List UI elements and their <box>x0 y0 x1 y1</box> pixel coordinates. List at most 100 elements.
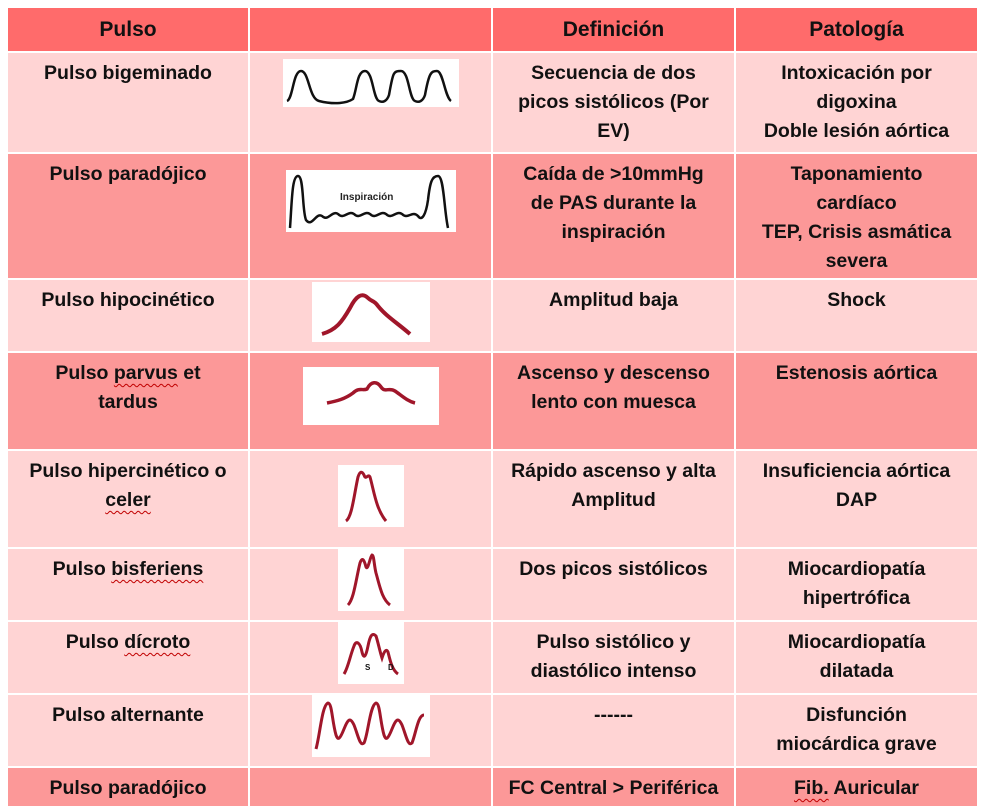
definition-cell: Ascenso y descenso lento con muesca <box>491 351 736 451</box>
pathology-cell: Disfunción miocárdica grave <box>734 693 979 768</box>
definition-text: Caída de >10mmHg de PAS durante la inspi… <box>523 163 704 243</box>
pathology-cell: Estenosis aórtica <box>734 351 979 451</box>
pathology-cell: Miocardiopatía hipertrófica <box>734 547 979 622</box>
header-waveform <box>248 6 493 53</box>
header-definicion: Definición <box>491 6 736 53</box>
definition-cell: ------ <box>491 693 736 768</box>
definition-text: Secuencia de dos picos sistólicos (Por E… <box>518 62 709 142</box>
pulse-table: Pulso Definición Patología Pulso bigemin… <box>6 6 979 808</box>
waveform-cell <box>248 51 493 154</box>
table-row: Pulso paradójico Inspiración Caída de >1… <box>6 152 979 280</box>
parvus-tardus-wave-image <box>302 367 439 425</box>
pathology-cell: Fib. Auricular <box>734 766 979 808</box>
definition-text: Amplitud baja <box>549 289 678 311</box>
pathology-text: Estenosis aórtica <box>775 362 938 384</box>
pathology-text: Fib. Auricular <box>794 777 919 799</box>
pathology-text: Taponamiento cardíaco TEP, Crisis asmáti… <box>761 163 952 272</box>
alternans-wave-icon <box>314 701 425 750</box>
bisferiens-wave-icon <box>346 553 391 607</box>
pulse-name-cell: Pulso paradójico <box>6 152 250 280</box>
misspelled-word: dícroto <box>124 631 191 653</box>
pulse-name-cell: Pulso bisferiens <box>6 547 250 622</box>
pathology-cell: Miocardiopatía dilatada <box>734 620 979 695</box>
pathology-cell: Insuficiencia aórtica DAP <box>734 449 979 549</box>
hypokinetic-wave-image <box>311 282 430 342</box>
table-row: Pulso parvus et tardus Ascenso y descens… <box>6 351 979 451</box>
pulse-name-cell: Pulso alternante <box>6 693 250 768</box>
pulse-name-cell: Pulso hipercinético o celer <box>6 449 250 549</box>
pulse-name: Pulso paradójico <box>49 163 207 185</box>
pulse-name: Pulso bisferiens <box>52 558 204 580</box>
table-row: Pulso alternante ------ Disfunción miocá… <box>6 693 979 768</box>
dicrotic-wave-image: S D <box>337 622 404 684</box>
pulse-name: Pulso hipercinético o celer <box>29 460 227 511</box>
systolic-label: S <box>365 663 371 672</box>
misspelled-word: Fib. <box>794 777 829 799</box>
definition-cell: Amplitud baja <box>491 278 736 353</box>
paradoxical-wave-icon: Inspiración <box>288 174 449 229</box>
definition-cell: Caída de >10mmHg de PAS durante la inspi… <box>491 152 736 280</box>
pulse-name: Pulso parvus et tardus <box>55 362 201 413</box>
misspelled-word: celer <box>105 489 151 511</box>
pathology-cell: Taponamiento cardíaco TEP, Crisis asmáti… <box>734 152 979 280</box>
inspiracion-label: Inspiración <box>340 192 393 203</box>
waveform-cell <box>248 547 493 622</box>
definition-cell: Dos picos sistólicos <box>491 547 736 622</box>
pathology-text: Shock <box>827 289 886 311</box>
diastolic-label: D <box>388 663 394 672</box>
waveform-cell <box>248 278 493 353</box>
definition-cell: FC Central > Periférica <box>491 766 736 808</box>
parvus-tardus-wave-icon <box>326 381 416 405</box>
table-row: Pulso bisferiens Dos picos sistólicos Mi… <box>6 547 979 622</box>
definition-text: ------ <box>594 704 633 726</box>
pulse-name-cell: Pulso bigeminado <box>6 51 250 154</box>
paradoxical-wave-image: Inspiración <box>285 170 456 232</box>
pathology-text: Intoxicación por digoxina Doble lesión a… <box>763 62 950 142</box>
waveform-cell <box>248 693 493 768</box>
definition-text: FC Central > Periférica <box>508 777 719 799</box>
pulse-name: Pulso dícroto <box>65 631 191 653</box>
definition-text: Ascenso y descenso lento con muesca <box>517 362 710 413</box>
waveform-cell <box>248 351 493 451</box>
pulse-name: Pulso hipocinético <box>41 289 215 311</box>
header-pulso: Pulso <box>6 6 250 53</box>
pathology-cell: Shock <box>734 278 979 353</box>
misspelled-word: bisferiens <box>111 558 204 580</box>
waveform-cell: S D <box>248 620 493 695</box>
pathology-text: Miocardiopatía hipertrófica <box>787 558 926 609</box>
table-row: Pulso bigeminado Secuencia de dos picos … <box>6 51 979 154</box>
table-row: Pulso paradójico FC Central > Periférica… <box>6 766 979 808</box>
bigeminal-wave-icon <box>285 69 452 105</box>
table-row: Pulso dícroto S D Pulso sistólico y dias… <box>6 620 979 695</box>
pulse-name: Pulso alternante <box>52 704 204 726</box>
pathology-text: Disfunción miocárdica grave <box>776 704 937 755</box>
hyperkinetic-wave-image <box>337 465 404 527</box>
waveform-cell: Inspiración <box>248 152 493 280</box>
hypokinetic-wave-icon <box>320 293 411 336</box>
pulse-name-cell: Pulso hipocinético <box>6 278 250 353</box>
table-header-row: Pulso Definición Patología <box>6 6 979 53</box>
pulse-name: Pulso bigeminado <box>44 62 212 84</box>
pulse-name-cell: Pulso parvus et tardus <box>6 351 250 451</box>
definition-cell: Pulso sistólico y diastólico intenso <box>491 620 736 695</box>
header-patologia: Patología <box>734 6 979 53</box>
pathology-text: Miocardiopatía dilatada <box>787 631 926 682</box>
bisferiens-wave-image <box>337 549 404 611</box>
definition-cell: Rápido ascenso y alta Amplitud <box>491 449 736 549</box>
misspelled-word: parvus <box>113 362 178 384</box>
bigeminal-wave-image <box>282 59 459 107</box>
pulse-name: Pulso paradójico <box>49 777 207 799</box>
waveform-cell <box>248 766 493 808</box>
definition-text: Pulso sistólico y diastólico intenso <box>530 631 697 682</box>
table-row: Pulso hipercinético o celer Rápido ascen… <box>6 449 979 549</box>
table-row: Pulso hipocinético Amplitud baja Shock <box>6 278 979 353</box>
definition-cell: Secuencia de dos picos sistólicos (Por E… <box>491 51 736 154</box>
pulse-name-cell: Pulso paradójico <box>6 766 250 808</box>
pulse-name-cell: Pulso dícroto <box>6 620 250 695</box>
dicrotic-wave-icon: S D <box>342 633 399 676</box>
alternans-wave-image <box>311 695 430 757</box>
pathology-cell: Intoxicación por digoxina Doble lesión a… <box>734 51 979 154</box>
waveform-cell <box>248 449 493 549</box>
pathology-text: Insuficiencia aórtica DAP <box>762 460 951 511</box>
hyperkinetic-wave-icon <box>344 470 387 523</box>
